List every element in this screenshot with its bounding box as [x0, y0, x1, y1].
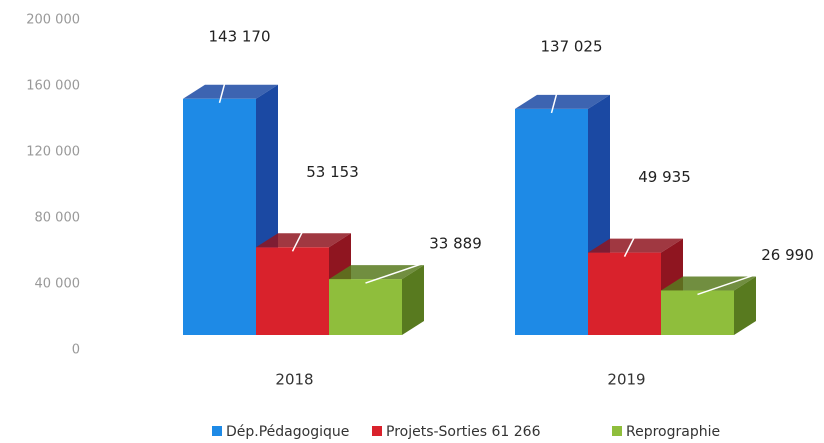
x-tick-label: 2018 [275, 371, 313, 389]
bar [661, 290, 734, 335]
bar [256, 247, 329, 335]
leader-line [697, 264, 783, 296]
bar-side [734, 276, 756, 335]
bar-top [256, 233, 351, 248]
bar-side [402, 265, 424, 335]
legend-label: Dép.Pédagogique [226, 424, 349, 440]
leader-line [291, 181, 329, 252]
bar-top [329, 265, 424, 280]
bar-top [183, 84, 278, 99]
value-label: 137 025 [540, 37, 602, 55]
y-tick-label: 40 000 [35, 277, 81, 292]
value-label: 33 889 [429, 235, 482, 253]
bar [183, 98, 256, 335]
y-tick-label: 200 000 [26, 13, 80, 28]
bar-top [661, 276, 756, 291]
bar-top [515, 94, 610, 109]
legend-label: Reprographie [626, 424, 720, 440]
legend-swatch [612, 426, 622, 436]
bar [515, 108, 588, 335]
leader-line [365, 253, 451, 284]
y-tick-label: 120 000 [26, 145, 80, 160]
value-label: 53 153 [306, 163, 359, 181]
leader-line [218, 46, 236, 103]
legend-label: Projets-Sorties 61 266 [386, 424, 541, 440]
y-tick-label: 160 000 [26, 79, 80, 94]
x-tick-label: 2019 [607, 371, 645, 389]
value-label: 143 170 [208, 27, 270, 45]
leader-line [623, 187, 661, 257]
bar-top [588, 238, 683, 253]
bar [588, 252, 661, 335]
value-label: 26 990 [761, 246, 814, 264]
value-label: 49 935 [638, 168, 691, 186]
y-tick-label: 80 000 [35, 211, 81, 226]
legend-swatch [212, 426, 222, 436]
leader-line [550, 56, 568, 114]
y-tick-label: 0 [72, 343, 80, 358]
legend-swatch [372, 426, 382, 436]
bar [329, 279, 402, 335]
